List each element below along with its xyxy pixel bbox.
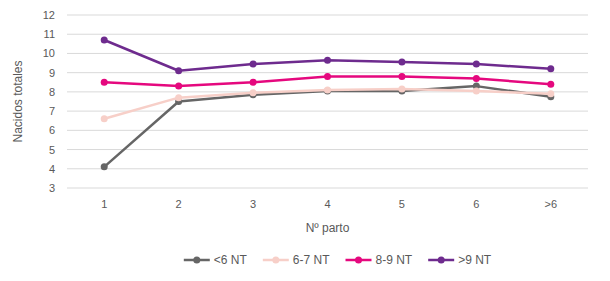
y-tick-label: 9 [49,67,55,79]
series-marker [547,65,554,72]
legend-item: <6 NT [184,253,248,267]
grid-line [67,111,588,112]
series-marker [398,73,405,80]
grid-line [67,149,588,150]
series-marker [101,36,108,43]
x-tick-label: 2 [176,198,182,210]
legend-label: >9 NT [458,253,492,267]
grid-line [67,188,588,189]
series-marker [175,94,182,101]
series-marker [473,87,480,94]
y-tick-label: 6 [49,124,55,136]
x-tick-label: 6 [473,198,479,210]
legend-item: 6-7 NT [263,253,330,267]
x-axis-label: Nº parto [306,221,350,235]
series-group [101,36,555,170]
grid-line [67,15,588,16]
legend-label: <6 NT [214,253,248,267]
series-marker [324,57,331,64]
legend-marker [272,257,279,264]
x-tick-label: 1 [101,198,107,210]
chart: 3456789101112123456>6Nacidos totalesNº p… [0,0,610,281]
series-marker [473,61,480,68]
y-axis-label: Nacidos totales [11,60,25,142]
y-tick-label: 7 [49,105,55,117]
legend-label: 8-9 NT [376,253,413,267]
series-marker [250,79,257,86]
series-marker [101,115,108,122]
y-tick-label: 12 [43,9,55,21]
y-tick-label: 3 [49,182,55,194]
legend-item: 8-9 NT [346,253,413,267]
x-tick-label: 4 [324,198,330,210]
series-marker [547,81,554,88]
legend-marker [355,257,362,264]
series-marker [398,59,405,66]
series-marker [324,73,331,80]
y-tick-label: 5 [49,144,55,156]
legend-item: >9 NT [428,253,492,267]
grid-line [67,53,588,54]
series-marker [175,67,182,74]
x-tick-label: >6 [545,198,558,210]
x-tick-label: 3 [250,198,256,210]
grid-line [67,34,588,35]
series-marker [250,61,257,68]
legend-label: 6-7 NT [293,253,330,267]
series-marker [398,86,405,93]
series-marker [547,90,554,97]
series-line [104,86,551,167]
series-line [104,89,551,119]
series-marker [101,79,108,86]
legend-marker [438,257,445,264]
series-marker [473,75,480,82]
y-tick-label: 11 [44,28,55,40]
x-tick-label: 5 [399,198,405,210]
series-marker [324,86,331,93]
y-tick-label: 4 [49,163,55,175]
series-marker [324,87,331,94]
grid-line [67,168,588,169]
series-line [104,40,551,71]
y-tick-label: 8 [49,86,55,98]
legend: <6 NT 6-7 NT 8-9 NT >9 NT [184,253,492,267]
series-marker [250,89,257,96]
y-tick-label: 10 [43,47,55,59]
legend-marker [193,257,200,264]
series-marker [101,163,108,170]
series-marker [175,83,182,90]
